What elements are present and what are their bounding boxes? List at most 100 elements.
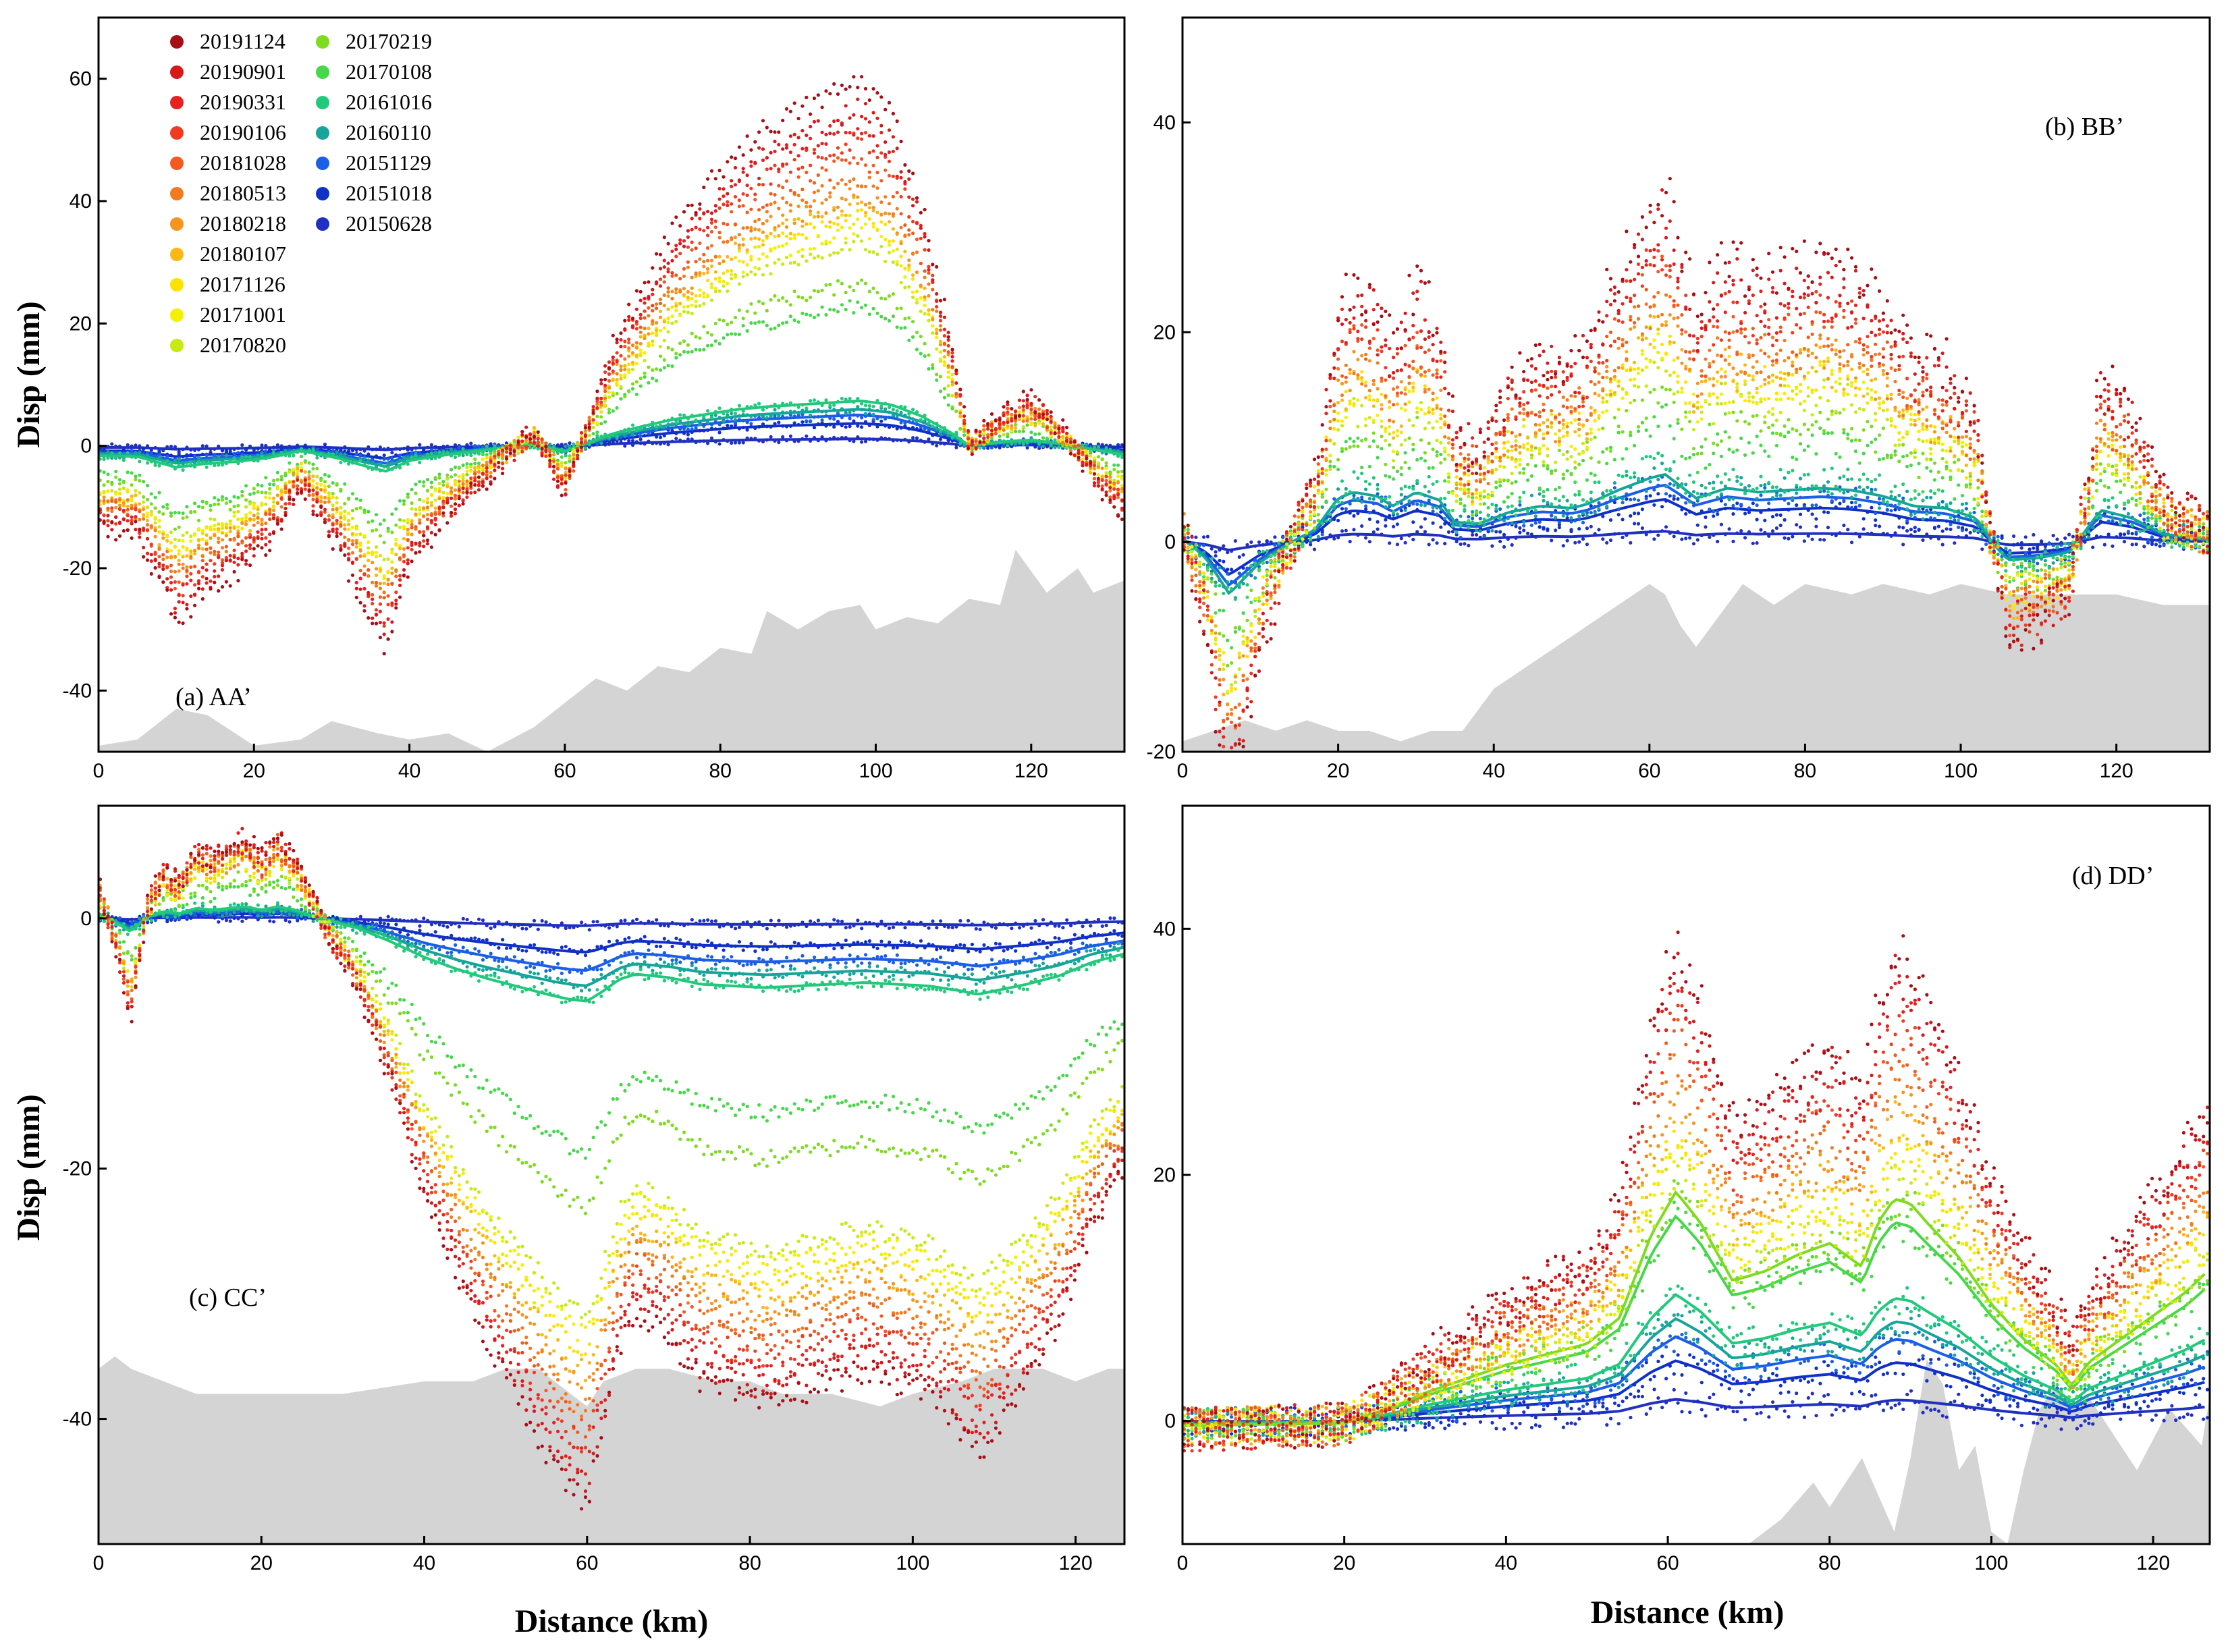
x-tick-label-a-120: 120 [1014,760,1048,782]
panel-a-plot-area: 0 20 40 60 80 100 120 -40 -20 0 20 40 60 [63,68,1124,782]
y-tick-label-a-60: 60 [70,68,92,90]
legend-marker [170,35,184,49]
legend-label: 20180218 [200,211,286,236]
legend-item-20180513: 20180513 [170,181,286,205]
series-c-20170108 [99,879,1124,1160]
legend-label: 20190106 [200,120,286,144]
x-tick-label-d-120: 120 [2136,1552,2170,1574]
x-tick-label-c-100: 100 [896,1552,929,1574]
y-tick-label-d-0: 0 [1164,1410,1176,1433]
panel-b-label: (b) BB’ [2045,113,2124,141]
x-tick-label-d-60: 60 [1656,1552,1679,1574]
y-tick-label-c--40: -40 [63,1408,92,1431]
legend-item-20190106: 20190106 [170,120,286,144]
legend-label: 20160110 [346,120,431,144]
x-tick-label-b-120: 120 [2100,760,2133,782]
series-a-20191124 [99,75,1124,656]
axis-ticks-a: 0 20 40 60 80 100 120 -40 -20 0 20 40 60 [63,68,1048,782]
y-tick-label-a--40: -40 [63,680,92,702]
legend: 20191124 20190901 20190331 20190106 20181028… [170,29,432,357]
panel-d-frame [1181,804,2211,1545]
legend-marker [170,217,184,231]
legend-label: 20190901 [200,59,286,84]
legend-label: 20180107 [200,242,286,266]
legend-marker [316,35,329,49]
terrain-profile-b [1182,584,2210,752]
x-tick-label-a-80: 80 [709,760,732,782]
legend-marker [170,157,184,170]
series-c-20190106 [99,837,1124,1454]
legend-item-20171001: 20171001 [170,302,286,327]
legend-item-20150628: 20150628 [316,211,432,236]
series-b-20180218 [1182,303,2210,711]
series-c-20181028 [99,833,1124,1439]
legend-marker [170,65,184,79]
legend-item-20180218: 20180218 [170,211,286,236]
series-b-20160110 [1182,462,2210,600]
y-tick-label-d-20: 20 [1153,1164,1176,1186]
y-tick-label-b-40: 40 [1153,111,1176,134]
y-tick-label-d-40: 40 [1153,918,1176,940]
axis-ticks-c: 0 20 40 60 80 100 120 -40 -20 0 [63,908,1093,1574]
x-tick-label-c-120: 120 [1059,1552,1093,1574]
legend-marker [170,96,184,109]
legend-marker [170,339,184,352]
y-axis-title-top: Disp (mm) [11,301,47,447]
series-d-20191124 [1182,930,2210,1450]
legend-label: 20151018 [346,181,432,205]
x-tick-label-c-40: 40 [413,1552,435,1574]
legend-item-20180107: 20180107 [170,242,286,266]
terrain-profile-c [99,1356,1124,1544]
panel-a-frame [97,16,1126,753]
legend-label: 20170820 [200,333,286,357]
series-c-20161016 [99,901,1124,1005]
series-c-20170219 [99,870,1124,1215]
x-axis-title-left: Distance (km) [515,1603,709,1639]
y-tick-label-a-20: 20 [70,312,92,335]
series-c-20191124 [99,833,1124,1511]
legend-label: 20161016 [346,90,432,114]
x-tick-label-a-20: 20 [243,760,265,782]
x-tick-label-b-60: 60 [1638,760,1660,782]
panel-c-frame [97,804,1126,1545]
legend-marker [316,65,329,79]
legend-item-20171126: 20171126 [170,272,285,296]
series-a-20180513 [99,175,1124,595]
y-tick-label-a-40: 40 [70,190,92,213]
x-tick-label-d-20: 20 [1333,1552,1355,1574]
legend-label: 20191124 [200,29,285,53]
y-tick-label-c-0: 0 [80,908,92,930]
x-tick-label-b-0: 0 [1177,760,1189,782]
legend-marker [316,126,329,140]
y-tick-label-b-0: 0 [1164,531,1176,553]
legend-marker [170,308,184,322]
legend-marker [316,187,329,200]
series-c-20160110 [99,902,1124,993]
series-d-20190901 [1182,952,2210,1453]
legend-item-20190331: 20190331 [170,90,286,114]
legend-item-20190901: 20190901 [170,59,286,84]
legend-item-20170108: 20170108 [316,59,432,84]
x-tick-label-b-20: 20 [1327,760,1349,782]
x-tick-label-c-20: 20 [250,1552,273,1574]
legend-item-20170820: 20170820 [170,333,286,357]
legend-label: 20180513 [200,181,286,205]
y-tick-label-c--20: -20 [63,1158,92,1180]
x-tick-label-b-80: 80 [1794,760,1816,782]
series-b-20180513 [1182,291,2210,730]
x-tick-label-d-80: 80 [1818,1552,1841,1574]
series-b-20161016 [1182,451,2210,601]
series-c-20171001 [99,848,1124,1342]
y-tick-label-b-20: 20 [1153,321,1176,343]
legend-marker [316,217,329,231]
legend-label: 20170108 [346,59,432,84]
panel-a: Disp (mm) 0 20 40 60 80 100 120 -40 -20 0 20 40 60 (… [11,16,1126,782]
panel-c: Disp (mm) 0 20 40 60 80 100 120 -40 -20 0 (c) CC’… [11,804,1126,1639]
legend-marker [170,248,184,261]
legend-item-20170219: 20170219 [316,29,432,53]
y-tick-label-a--20: -20 [63,557,92,580]
series-a-20190901 [99,97,1124,641]
legend-label: 20170219 [346,29,432,53]
